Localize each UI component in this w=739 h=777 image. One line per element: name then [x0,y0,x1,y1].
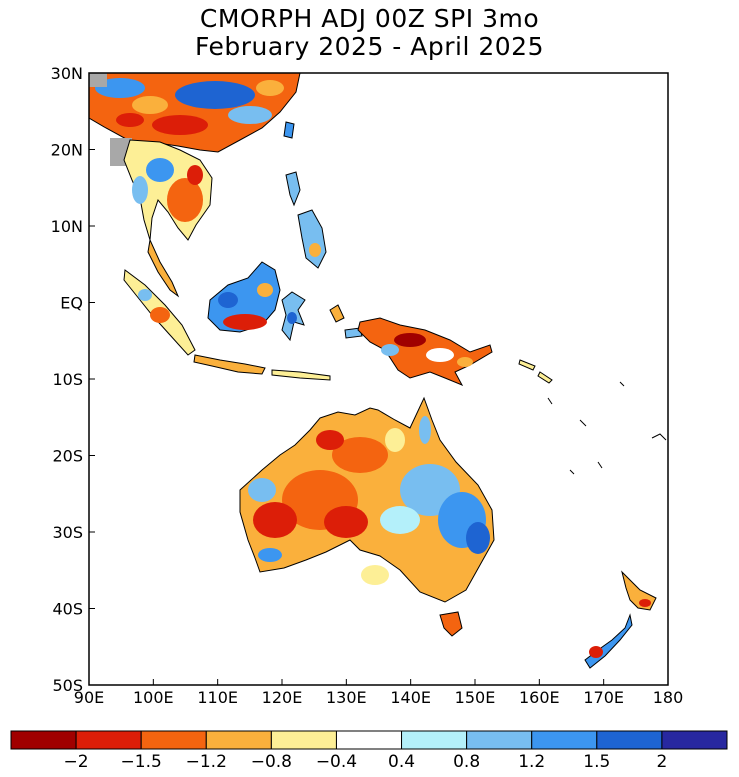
colorbar-swatch [75,730,142,750]
lat-tick-label: 30N [51,64,83,83]
land-sulawesi [281,291,306,342]
colorbar-label: 2 [656,752,667,772]
colorbar-swatch [596,730,663,750]
colorbar-swatch [466,730,533,750]
title-line-1: CMORPH ADJ 00Z SPI 3mo [199,4,540,33]
colorbar-swatch [661,730,728,750]
land-java [193,354,331,381]
lat-tick-label: 10N [51,217,83,236]
lon-tick-label: 140E [390,688,431,707]
land-east-asia [89,73,301,166]
colorbar-label: −0.4 [316,752,357,772]
lat-tick-label: 40S [52,600,83,619]
colorbar-label: 1.5 [583,752,610,772]
lat-tick-label: 20S [52,447,83,466]
land-borneo [207,261,281,333]
land-new-zealand [584,570,657,669]
land-moluccas [329,304,363,339]
colorbar-label: 1.2 [518,752,545,772]
lon-tick-label: 120E [262,688,303,707]
land-pacific-islands [547,381,667,475]
colorbar-swatch [401,730,468,750]
land-tasmania [439,611,463,637]
lat-tick-label: EQ [60,294,83,313]
colorbar-swatch [205,730,272,750]
land-new-guinea [357,317,493,386]
lat-tick-label: 30S [52,523,83,542]
colorbar-label: 0.4 [388,752,415,772]
colorbar-label: −2 [64,752,89,772]
lon-tick-label: 90E [74,688,104,707]
lat-tick-label: 50S [52,676,83,695]
lon-tick-label: 110E [197,688,238,707]
colorbar-label: −1.2 [186,752,227,772]
lon-tick-label: 150E [455,688,496,707]
latitude-axis: 30N 20N 10N EQ 10S 20S 30S 40S 50S [51,64,95,695]
lat-tick-label: 20N [51,141,83,160]
colorbar: −2 −1.5 −1.2 −0.8 −0.4 0.4 0.8 1.2 1.5 2 [10,730,728,772]
land-philippines [283,121,327,269]
lon-tick-label: 180 [653,688,684,707]
title-line-2: February 2025 - April 2025 [195,32,544,61]
land-solomons [518,359,553,384]
colorbar-swatch [140,730,207,750]
colorbar-swatch [531,730,598,750]
lon-tick-label: 130E [326,688,367,707]
land-australia [239,396,495,603]
colorbar-swatch [270,730,337,750]
lat-tick-label: 10S [52,370,83,389]
longitude-axis: 90E 100E 110E 120E 130E 140E 150E 160E 170E 180 [74,679,684,707]
colorbar-swatch [335,730,403,750]
colorbar-label: −1.5 [121,752,162,772]
colorbar-label: −0.8 [251,752,292,772]
colorbar-label: 0.8 [453,752,480,772]
land-indochina [123,139,213,241]
land-malay-sumatra [123,238,196,356]
lon-tick-label: 170E [583,688,624,707]
land-fields [89,73,667,669]
colorbar-swatch [10,730,77,750]
lon-tick-label: 160E [519,688,560,707]
lon-tick-label: 100E [133,688,174,707]
